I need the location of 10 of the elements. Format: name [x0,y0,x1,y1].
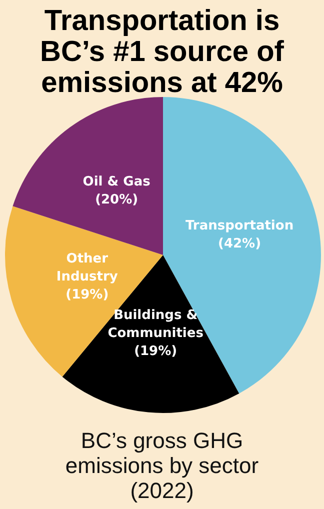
text: BC’s gross GHG emissions by sector (2022) [64,428,260,503]
slice-label: Transportation [185,218,294,234]
data-label: (20%) [95,192,138,208]
data-label: (19%) [66,287,109,302]
slice-label: Other Industry [56,251,118,284]
data-label: (19%) [134,344,178,360]
slice-label: Oil & Gas [82,174,151,190]
data-label: (42%) [218,236,262,252]
chart-title: Transportation is BC’s #1 source of emissions at 42% [39,5,285,99]
slice-label: Buildings & Communities [108,308,204,342]
